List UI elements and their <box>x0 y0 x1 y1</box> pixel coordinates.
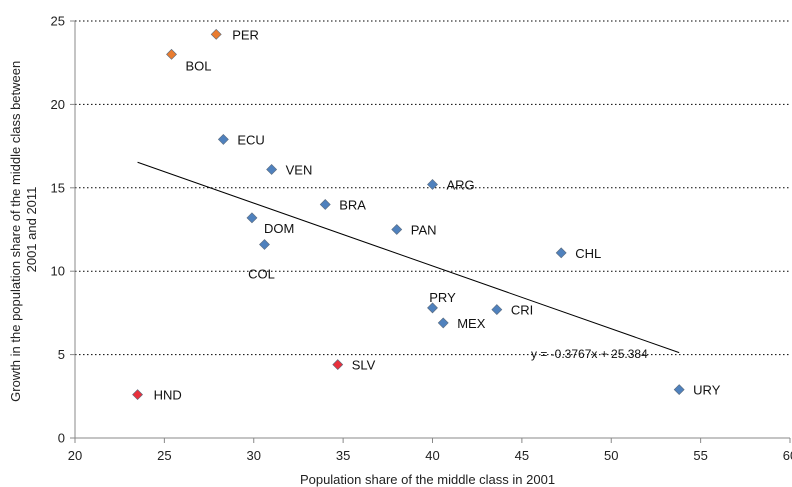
x-tick-label: 55 <box>693 448 707 463</box>
data-point-per <box>210 28 222 40</box>
data-label-per: PER <box>232 27 259 42</box>
y-axis-title: Growth in the population share of the mi… <box>8 57 39 402</box>
data-point-arg <box>427 179 438 190</box>
data-point-chl <box>555 247 567 259</box>
x-tick-label: 20 <box>68 448 82 463</box>
data-points <box>132 28 685 401</box>
x-tick-label: 25 <box>157 448 171 463</box>
data-label-bol: BOL <box>186 58 212 73</box>
data-label-pan: PAN <box>411 223 437 238</box>
data-label-cri: CRI <box>511 303 533 318</box>
x-tick-label: 50 <box>604 448 618 463</box>
data-point-pan <box>391 224 403 235</box>
data-label-ecu: ECU <box>237 132 264 147</box>
data-point-pry <box>427 302 438 314</box>
data-point-ven <box>266 164 278 175</box>
trendline-equation: y = -0.3767x + 25.384 <box>531 347 648 361</box>
x-axis-title: Population share of the middle class in … <box>300 472 555 487</box>
data-label-pry: PRY <box>429 290 456 305</box>
data-point-dom <box>246 212 258 224</box>
data-label-hnd: HND <box>154 388 182 403</box>
y-axis-title-line-1: Growth in the population share of the mi… <box>8 61 23 402</box>
data-point-ecu <box>217 134 229 145</box>
data-point-bra <box>319 199 331 210</box>
point-labels: PER BOL ECU VEN ARG BRA DOM PAN COL CHL PRY CRI MEX S… <box>154 27 721 402</box>
data-point-mex <box>437 317 449 329</box>
data-point-cri <box>491 304 503 315</box>
data-label-bra: BRA <box>339 197 366 212</box>
data-label-chl: CHL <box>575 246 601 261</box>
data-label-dom: DOM <box>264 221 294 236</box>
data-label-col: COL <box>248 267 275 282</box>
data-point-slv <box>332 359 344 371</box>
data-label-arg: ARG <box>447 177 475 192</box>
y-axis-title-line-2: 2001 and 2011 <box>24 187 39 273</box>
x-tick-label: 35 <box>336 448 350 463</box>
y-tick-label: 15 <box>51 180 65 195</box>
axes: 0 5 10 15 20 25 20 25 30 35 40 45 50 55 60 <box>51 14 792 464</box>
x-tick-label: 30 <box>247 448 261 463</box>
data-point-col <box>259 239 270 250</box>
data-label-ury: URY <box>693 383 721 398</box>
data-point-bol <box>166 48 177 60</box>
data-label-slv: SLV <box>352 358 376 373</box>
data-label-mex: MEX <box>457 316 486 331</box>
y-tick-label: 10 <box>51 264 65 279</box>
x-tick-label: 45 <box>515 448 529 463</box>
y-tick-label: 25 <box>51 14 65 29</box>
data-point-ury <box>673 384 685 396</box>
x-tick-label: 60 <box>783 448 792 463</box>
y-tick-label: 0 <box>58 431 65 446</box>
y-tick-label: 5 <box>58 347 65 362</box>
x-tick-label: 40 <box>425 448 439 463</box>
data-label-ven: VEN <box>286 162 313 177</box>
y-tick-label: 20 <box>51 97 65 112</box>
trendline-group <box>137 161 680 354</box>
data-point-hnd <box>132 389 143 401</box>
trendline <box>137 161 680 354</box>
